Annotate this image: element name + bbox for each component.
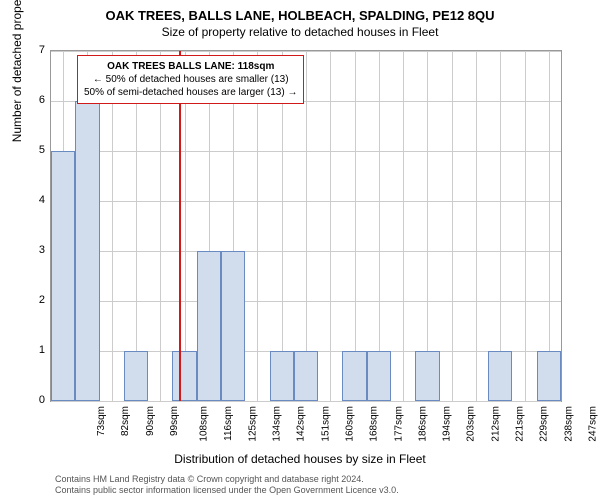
xtick-label: 99sqm	[169, 406, 180, 436]
chart-subtitle: Size of property relative to detached ho…	[0, 23, 600, 39]
annotation-line1: OAK TREES BALLS LANE: 118sqm	[84, 60, 297, 73]
bar	[270, 351, 294, 401]
ytick-label: 1	[39, 344, 45, 356]
footer-line2: Contains public sector information licen…	[55, 485, 399, 496]
grid-h	[51, 251, 561, 252]
xtick-label: 203sqm	[466, 406, 477, 442]
ytick-label: 4	[39, 194, 45, 206]
bar	[221, 251, 245, 401]
bar	[172, 351, 196, 401]
xtick-label: 238sqm	[563, 406, 574, 442]
plot-area: OAK TREES BALLS LANE: 118sqm ← 50% of de…	[50, 50, 562, 402]
grid-v	[549, 51, 550, 401]
grid-v	[427, 51, 428, 401]
xtick-label: 229sqm	[539, 406, 550, 442]
grid-h	[51, 151, 561, 152]
xtick-label: 142sqm	[296, 406, 307, 442]
xtick-label: 160sqm	[345, 406, 356, 442]
grid-v	[525, 51, 526, 401]
xaxis-title: Distribution of detached houses by size …	[0, 452, 600, 466]
ytick-label: 0	[39, 394, 45, 406]
ytick-label: 2	[39, 294, 45, 306]
bar	[367, 351, 391, 401]
grid-v	[379, 51, 380, 401]
bar	[294, 351, 318, 401]
annotation-line3: 50% of semi-detached houses are larger (…	[84, 86, 297, 99]
grid-h	[51, 301, 561, 302]
grid-v	[306, 51, 307, 401]
grid-v	[476, 51, 477, 401]
bar	[415, 351, 439, 401]
bar	[51, 151, 75, 401]
xtick-label: 168sqm	[369, 406, 380, 442]
ytick-label: 6	[39, 94, 45, 106]
footer-line1: Contains HM Land Registry data © Crown c…	[55, 474, 399, 485]
grid-h	[51, 201, 561, 202]
xtick-label: 82sqm	[120, 406, 131, 436]
xtick-label: 134sqm	[272, 406, 283, 442]
grid-h	[51, 51, 561, 52]
bar	[75, 101, 99, 401]
xtick-label: 186sqm	[417, 406, 428, 442]
xtick-label: 177sqm	[393, 406, 404, 442]
grid-v	[355, 51, 356, 401]
xtick-label: 247sqm	[587, 406, 598, 442]
yaxis-title: Number of detached properties	[10, 0, 24, 142]
xtick-label: 73sqm	[96, 406, 107, 436]
xtick-label: 90sqm	[145, 406, 156, 436]
grid-v	[330, 51, 331, 401]
footer: Contains HM Land Registry data © Crown c…	[55, 474, 399, 496]
bar	[537, 351, 561, 401]
xtick-label: 108sqm	[199, 406, 210, 442]
ytick-label: 3	[39, 244, 45, 256]
xtick-label: 125sqm	[247, 406, 258, 442]
bar	[342, 351, 366, 401]
bar	[124, 351, 148, 401]
ytick-label: 5	[39, 144, 45, 156]
grid-v	[452, 51, 453, 401]
xtick-label: 151sqm	[320, 406, 331, 442]
bar	[197, 251, 221, 401]
grid-v	[500, 51, 501, 401]
xtick-label: 116sqm	[222, 406, 233, 441]
chart-title: OAK TREES, BALLS LANE, HOLBEACH, SPALDIN…	[0, 0, 600, 23]
grid-h	[51, 401, 561, 402]
bar	[488, 351, 512, 401]
xtick-label: 212sqm	[490, 406, 501, 442]
xtick-label: 194sqm	[442, 406, 453, 442]
chart-container: OAK TREES, BALLS LANE, HOLBEACH, SPALDIN…	[0, 0, 600, 500]
annotation-box: OAK TREES BALLS LANE: 118sqm ← 50% of de…	[77, 55, 304, 104]
ytick-label: 7	[39, 44, 45, 56]
grid-v	[403, 51, 404, 401]
xtick-label: 221sqm	[515, 406, 526, 442]
annotation-line2: ← 50% of detached houses are smaller (13…	[84, 73, 297, 86]
